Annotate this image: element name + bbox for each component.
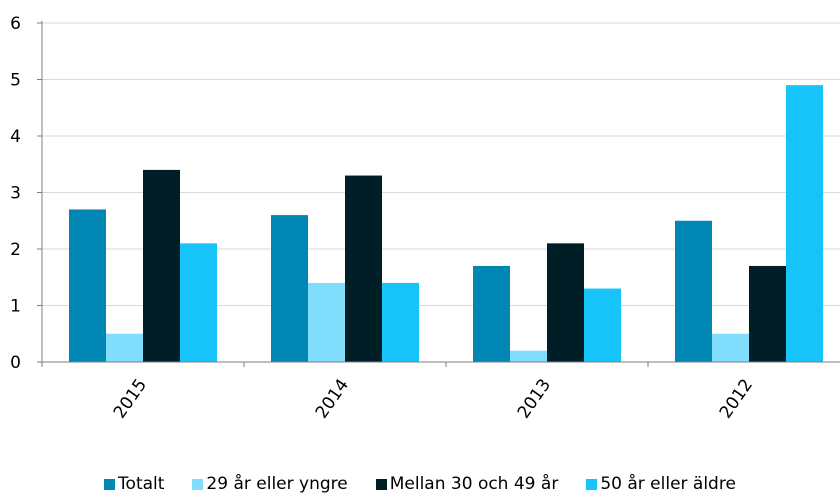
bar-2012-series-3 — [786, 85, 823, 363]
legend-swatch — [375, 478, 387, 490]
bar-2012-series-1 — [712, 333, 749, 362]
bar-2015-series-2 — [143, 169, 180, 362]
bar-2013-series-0 — [473, 265, 510, 362]
x-tick-label: 2015 — [110, 375, 151, 422]
y-tick-label: 1 — [10, 297, 21, 317]
legend-swatch — [586, 478, 598, 490]
legend-swatch — [192, 478, 204, 490]
x-tick-label: 2013 — [514, 375, 555, 422]
y-tick-labels: 0 1 2 3 4 5 6 — [10, 14, 21, 373]
bar-2015-series-3 — [180, 243, 217, 362]
y-tick-label: 5 — [10, 71, 21, 91]
bar-2014-series-0 — [271, 215, 308, 362]
y-tick-label: 6 — [10, 14, 21, 34]
bar-2012-series-2 — [749, 265, 786, 362]
legend-label: 29 år eller yngre — [206, 474, 348, 494]
legend-item-29-or-younger: 29 år eller yngre — [192, 474, 348, 494]
legend-item-30-to-49: Mellan 30 och 49 år — [375, 474, 559, 494]
legend-item-50-or-older: 50 år eller äldre — [586, 474, 736, 494]
bar-2013-series-3 — [584, 288, 621, 362]
x-tick-label: 2012 — [716, 375, 757, 422]
bar-2015-series-0 — [69, 209, 106, 362]
x-tick-label: 2014 — [312, 375, 353, 422]
legend-item-totalt: Totalt — [104, 474, 164, 494]
bar-2013-series-2 — [547, 243, 584, 362]
y-tick-label: 0 — [10, 353, 21, 373]
legend: Totalt 29 år eller yngre Mellan 30 och 4… — [0, 474, 840, 494]
bar-2014-series-2 — [345, 175, 382, 362]
bar-2015-series-1 — [106, 333, 143, 362]
bar-chart: 0 1 2 3 4 5 6 2015 2014 2013 2012 — [10, 14, 840, 422]
bar-2012-series-0 — [675, 220, 712, 362]
x-tick-labels: 2015 2014 2013 2012 — [110, 375, 757, 422]
bars — [69, 85, 823, 363]
y-tick-label: 3 — [10, 184, 21, 204]
legend-label: Mellan 30 och 49 år — [389, 474, 559, 494]
bar-2014-series-1 — [308, 282, 345, 362]
legend-label: Totalt — [118, 474, 165, 494]
bar-2014-series-3 — [382, 282, 419, 362]
legend-label: 50 år eller äldre — [600, 474, 736, 494]
bar-2013-series-1 — [510, 350, 547, 362]
legend-swatch — [104, 478, 116, 490]
y-tick-label: 2 — [10, 240, 21, 260]
y-tick-label: 4 — [10, 127, 21, 147]
axes — [37, 21, 840, 367]
